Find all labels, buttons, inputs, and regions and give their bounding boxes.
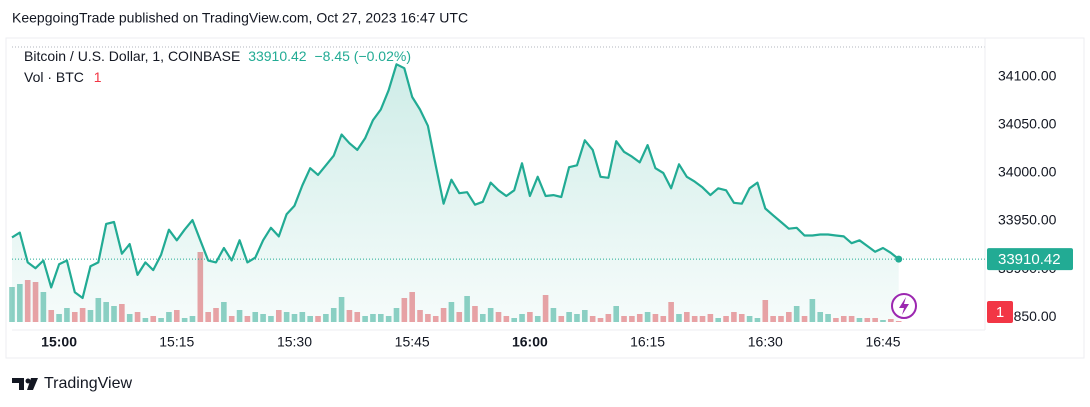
chart-frame xyxy=(5,37,1085,359)
x-tick-label: 16:00 xyxy=(512,334,548,350)
x-tick-label: 16:30 xyxy=(748,334,783,350)
logo-t xyxy=(12,378,24,390)
volume-tag xyxy=(987,301,1013,323)
volume-legend: Vol · BTC 1 xyxy=(24,69,102,85)
x-tick-label: 16:45 xyxy=(865,334,900,350)
lightning-bolt[interactable] xyxy=(899,297,909,315)
x-tick-label: 15:00 xyxy=(41,334,77,350)
y-tick-label: 34050.00 xyxy=(998,116,1057,132)
x-tick-label: 16:15 xyxy=(630,334,665,350)
price-change: −8.45 (−0.02%) xyxy=(314,48,411,64)
volume-title: Vol · BTC xyxy=(24,69,84,85)
replay-icon[interactable] xyxy=(891,293,917,319)
volume-last: 1 xyxy=(94,69,102,85)
y-tick-label: 34100.00 xyxy=(998,68,1057,84)
price-tag xyxy=(987,248,1073,271)
volume-tag-label: 1 xyxy=(996,304,1004,321)
last-point xyxy=(895,255,903,263)
logo-dot xyxy=(25,378,31,384)
price-tag-label: 33910.42 xyxy=(998,251,1061,268)
x-tick-label: 15:45 xyxy=(395,334,430,350)
price-line xyxy=(11,63,900,300)
tradingview-logo xyxy=(12,378,38,390)
logo-v xyxy=(27,378,38,390)
y-tick-label: 33950.00 xyxy=(998,212,1057,228)
x-tick-label: 15:15 xyxy=(159,334,194,350)
symbol-title: Bitcoin / U.S. Dollar, 1, COINBASE xyxy=(24,48,240,64)
footer-brand: TradingView xyxy=(44,375,132,392)
publish-header: KeepgoingTrade published on TradingView.… xyxy=(12,10,468,26)
last-price: 33910.42 xyxy=(248,48,307,64)
x-tick-label: 15:30 xyxy=(277,334,312,350)
price-area xyxy=(12,64,899,323)
y-tick-label: 34000.00 xyxy=(998,164,1057,180)
symbol-legend: Bitcoin / U.S. Dollar, 1, COINBASE 33910… xyxy=(24,48,411,64)
